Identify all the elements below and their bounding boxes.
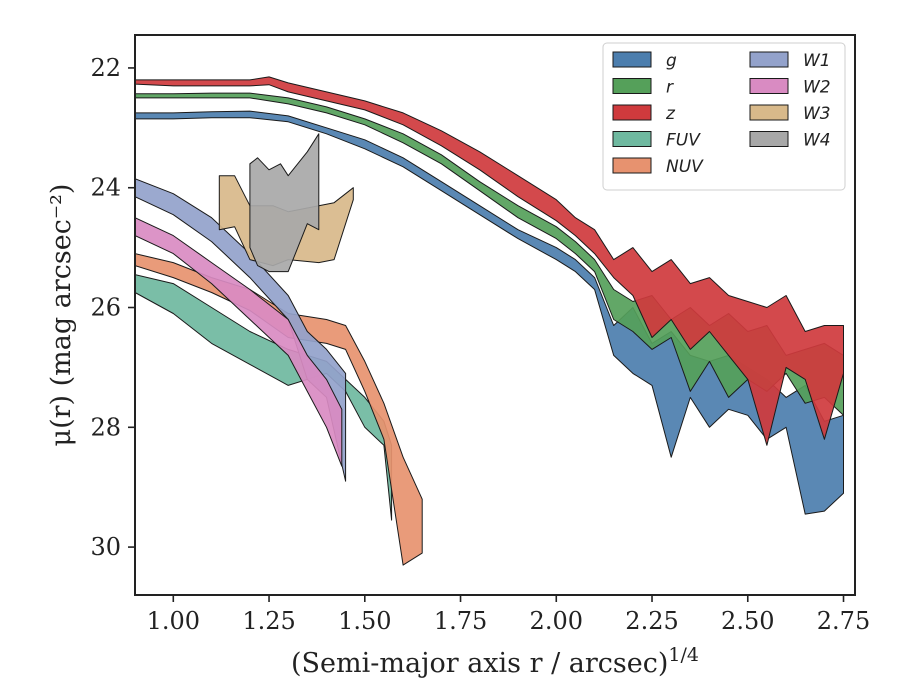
legend-label-g: g bbox=[666, 51, 677, 71]
x-tick-label: 2.00 bbox=[530, 607, 583, 635]
legend-swatch-g bbox=[612, 51, 652, 68]
legend-label-w4: W4 bbox=[803, 131, 831, 151]
y-tick-label: 24 bbox=[90, 174, 121, 202]
legend-swatch-w1 bbox=[749, 51, 789, 68]
x-tick-label: 1.50 bbox=[338, 607, 391, 635]
series-band-fuv bbox=[135, 274, 393, 521]
legend-swatch-w4 bbox=[749, 131, 789, 147]
plot-frame bbox=[134, 34, 856, 596]
legend-swatch-z bbox=[612, 104, 652, 121]
legend-label-z: z bbox=[665, 104, 676, 124]
x-tick-label: 1.75 bbox=[434, 607, 487, 635]
legend-label-r: r bbox=[666, 78, 674, 98]
x-tick-label: 1.00 bbox=[147, 607, 200, 635]
y-tick-label: 26 bbox=[90, 294, 121, 322]
legend-label-nuv: NUV bbox=[666, 157, 704, 177]
legend-label-w2: W2 bbox=[803, 78, 831, 98]
y-tick-label: 28 bbox=[90, 413, 121, 441]
y-axis-ticks: 22 24 26 28 30 bbox=[90, 54, 135, 561]
series-band-g bbox=[135, 110, 844, 515]
x-tick-label: 2.50 bbox=[721, 607, 774, 635]
x-tick-label: 2.75 bbox=[817, 607, 870, 635]
x-axis-label: (Semi-major axis r / arcsec)1/4 bbox=[291, 644, 699, 679]
legend-swatch-w3 bbox=[749, 104, 789, 121]
legend-swatch-fuv bbox=[612, 131, 652, 147]
plot-areas bbox=[135, 76, 844, 566]
series-band-w2 bbox=[135, 217, 343, 467]
x-tick-label: 2.25 bbox=[625, 607, 678, 635]
legend-label-w1: W1 bbox=[803, 51, 831, 71]
legend-label-fuv: FUV bbox=[666, 131, 701, 151]
series-band-w1 bbox=[135, 178, 347, 482]
legend-label-w3: W3 bbox=[803, 104, 831, 124]
series-band-r bbox=[135, 92, 844, 416]
x-axis-ticks: 1.00 1.25 1.50 1.75 2.00 2.25 2.50 2.75 bbox=[147, 595, 870, 635]
legend-swatch-w2 bbox=[749, 78, 789, 94]
series-band-z bbox=[135, 76, 844, 446]
series-band-w4 bbox=[249, 133, 320, 273]
x-tick-label: 1.25 bbox=[242, 607, 295, 635]
legend: grz FUV NUV W1 W2 W3 W4 bbox=[602, 42, 846, 191]
y-axis-label: μ(r) (mag arcsec⁻²) bbox=[46, 184, 77, 447]
legend-swatch-nuv bbox=[612, 157, 652, 174]
legend-swatch-r bbox=[612, 78, 652, 94]
y-tick-label: 30 bbox=[90, 533, 121, 561]
y-tick-label: 22 bbox=[90, 54, 121, 82]
